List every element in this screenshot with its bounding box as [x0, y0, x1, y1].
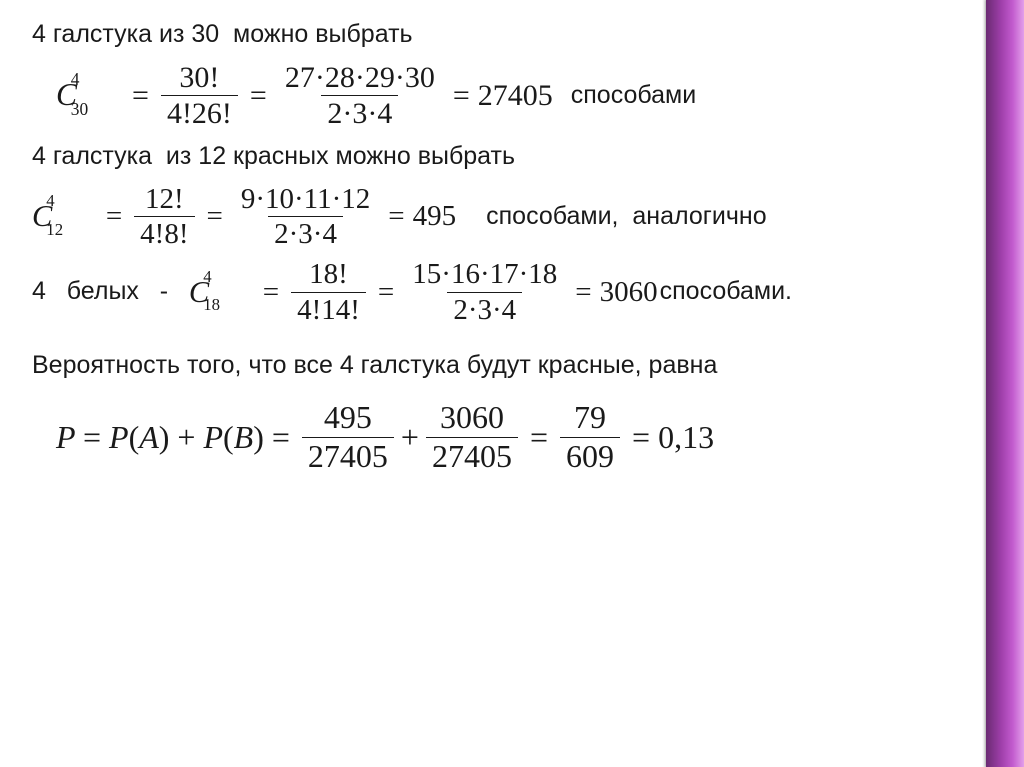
result-value: 27405	[478, 76, 553, 117]
equation-4: P = P(A) + P(B) = 495 27405 + 3060 27405…	[28, 401, 964, 473]
decorative-right-bar	[986, 0, 1024, 767]
result-value: 3060	[600, 273, 658, 312]
fraction: 18! 4!14!	[291, 259, 366, 325]
text-line-2: 4 галстука из 12 красных можно выбрать	[32, 140, 515, 174]
combination-symbol: C 4 30	[56, 74, 122, 117]
result-value: 0,13	[658, 416, 714, 459]
slide-content: 4 галстука из 30 можно выбрать C 4 30 = …	[0, 0, 984, 767]
result-value: 495	[413, 197, 457, 236]
combination-symbol: C 4 12	[32, 196, 96, 237]
probability-lhs: P = P(A) + P(B)	[56, 416, 264, 459]
text-line-1: 4 галстука из 30 можно выбрать	[32, 18, 413, 52]
equation-1: C 4 30 = 30! 4!26! = 27·28·29·30 2·3·4 =…	[28, 62, 964, 130]
fraction: 495 27405	[302, 401, 394, 473]
fraction: 9·10·11·12 2·3·4	[235, 184, 376, 250]
fraction: 12! 4!8!	[134, 184, 194, 250]
fraction: 3060 27405	[426, 401, 518, 473]
fraction: 27·28·29·30 2·3·4	[279, 62, 441, 130]
tail-text: способами, аналогично	[486, 200, 766, 234]
text-line-3-lead: 4 белых -	[32, 275, 189, 309]
slide: 4 галстука из 30 можно выбрать C 4 30 = …	[0, 0, 1024, 767]
text-line-4: Вероятность того, что все 4 галстука буд…	[32, 349, 717, 383]
equation-3-row: 4 белых - C 4 18 = 18! 4!14! = 15·16·17·…	[28, 259, 964, 325]
combination-symbol: C 4 18	[189, 272, 253, 313]
tail-text: способами	[571, 79, 696, 113]
fraction: 79 609	[560, 401, 620, 473]
tail-text: способами.	[660, 275, 792, 309]
fraction: 15·16·17·18 2·3·4	[406, 259, 563, 325]
fraction: 30! 4!26!	[161, 62, 238, 130]
equation-3: C 4 18 = 18! 4!14! = 15·16·17·18 2·3·4 =…	[189, 259, 658, 325]
equation-2: C 4 12 = 12! 4!8! = 9·10·11·12 2·3·4 = 4…	[28, 184, 964, 250]
